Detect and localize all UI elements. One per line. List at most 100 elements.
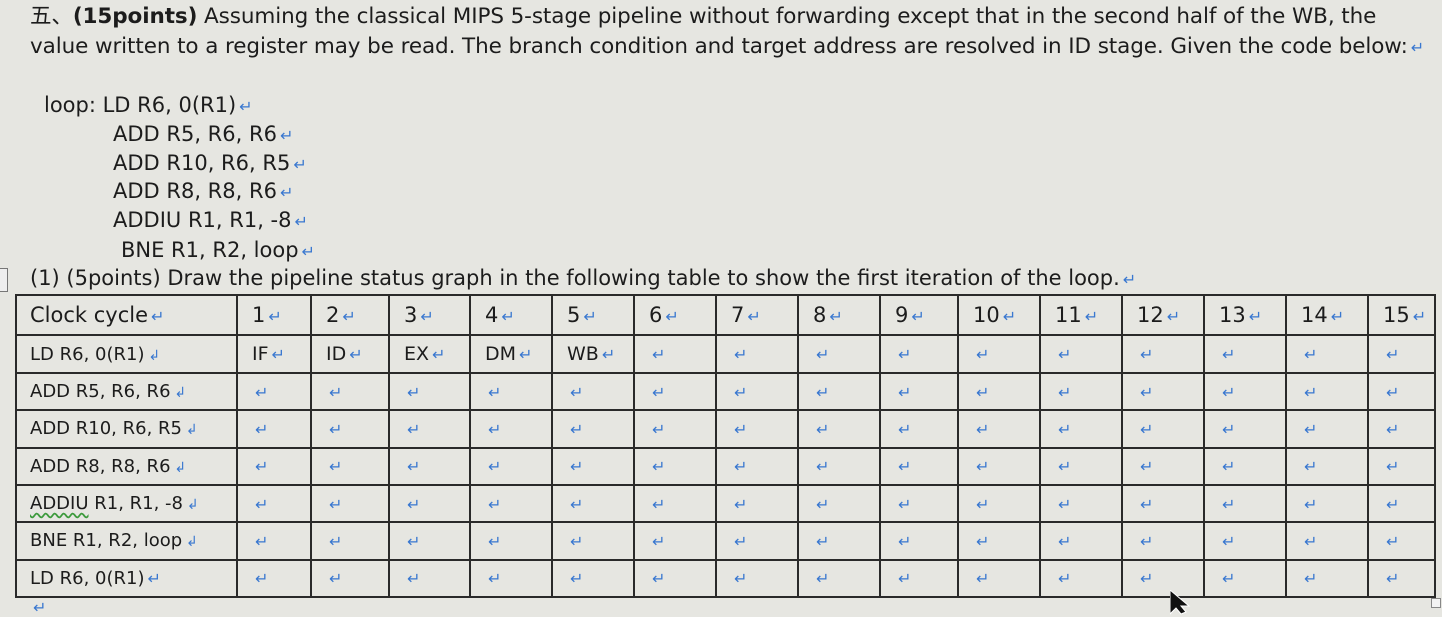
cycle-header-cell[interactable]: 4 ↵ [469,293,553,337]
pipeline-cell[interactable]: ↵ [1367,371,1436,412]
pipeline-cell[interactable]: ↵ [633,409,717,449]
pipeline-cell[interactable]: ↵ [957,371,1041,412]
pipeline-cell[interactable]: ↵ [957,483,1041,524]
pipeline-cell[interactable]: ↵ [1285,521,1369,561]
instruction-label-cell[interactable]: ADDIU R1, R1, -8 ↲ [15,483,238,524]
pipeline-cell[interactable]: ↵ [469,483,553,524]
pipeline-cell[interactable]: ↵ [236,521,312,561]
pipeline-cell[interactable]: ↵ [715,409,799,449]
pipeline-cell[interactable]: ↵ [797,334,881,374]
pipeline-cell[interactable]: ↵ [236,558,312,599]
pipeline-cell[interactable]: ↵ [1039,371,1123,412]
pipeline-cell[interactable]: ↵ [1039,334,1123,374]
instruction-label-cell[interactable]: ADD R8, R8, R6 ↲ [15,446,238,486]
pipeline-cell[interactable]: ↵ [551,446,635,486]
pipeline-cell[interactable]: ↵ [1203,446,1287,486]
pipeline-cell[interactable]: ↵ [551,371,635,412]
pipeline-cell[interactable]: ↵ [879,446,959,486]
pipeline-cell[interactable]: ↵ [957,334,1041,374]
pipeline-cell[interactable]: ↵ [879,334,959,374]
cycle-header-cell[interactable]: 8 ↵ [797,293,881,337]
pipeline-cell[interactable]: ↵ [715,483,799,524]
pipeline-cell[interactable]: ↵ [469,446,553,486]
pipeline-cell[interactable]: ↵ [633,558,717,599]
pipeline-cell[interactable]: ↵ [310,371,390,412]
pipeline-cell[interactable]: ↵ [1039,409,1123,449]
pipeline-cell[interactable]: DM ↵ [469,334,553,374]
pipeline-cell[interactable]: ↵ [879,483,959,524]
cycle-header-cell[interactable]: 12 ↵ [1121,293,1205,337]
pipeline-cell[interactable]: ↵ [388,521,471,561]
pipeline-cell[interactable]: ↵ [1121,334,1205,374]
pipeline-cell[interactable]: ↵ [469,409,553,449]
pipeline-cell[interactable]: ↵ [1203,558,1287,599]
cycle-header-cell[interactable]: 10 ↵ [957,293,1041,337]
pipeline-cell[interactable]: ↵ [797,371,881,412]
cycle-header-cell[interactable]: 5 ↵ [551,293,635,337]
pipeline-cell[interactable]: ↵ [1367,446,1436,486]
pipeline-cell[interactable]: ↵ [551,409,635,449]
pipeline-cell[interactable]: ↵ [310,558,390,599]
instruction-label-cell[interactable]: LD R6, 0(R1) ↵ [15,558,238,599]
pipeline-cell[interactable]: ↵ [1203,409,1287,449]
pipeline-cell[interactable]: ↵ [469,371,553,412]
pipeline-cell[interactable]: ↵ [1367,409,1436,449]
pipeline-cell[interactable]: ↵ [879,371,959,412]
pipeline-cell[interactable]: ↵ [1121,446,1205,486]
pipeline-cell[interactable]: ↵ [797,521,881,561]
cycle-header-cell[interactable]: 1 ↵ [236,293,312,337]
pipeline-cell[interactable]: ↵ [797,446,881,486]
pipeline-cell[interactable]: ↵ [633,446,717,486]
pipeline-cell[interactable]: ↵ [1121,558,1205,599]
pipeline-cell[interactable]: ↵ [797,558,881,599]
pipeline-cell[interactable]: ↵ [551,521,635,561]
pipeline-cell[interactable]: ↵ [310,483,390,524]
pipeline-cell[interactable]: ↵ [1367,558,1436,599]
pipeline-cell[interactable]: ↵ [1039,558,1123,599]
pipeline-cell[interactable]: ↵ [551,483,635,524]
pipeline-cell[interactable]: ↵ [1121,521,1205,561]
pipeline-cell[interactable]: ↵ [388,483,471,524]
pipeline-cell[interactable]: ↵ [310,409,390,449]
pipeline-cell[interactable]: ↵ [633,334,717,374]
cycle-header-cell[interactable]: 6 ↵ [633,293,717,337]
pipeline-cell[interactable]: ↵ [715,558,799,599]
pipeline-cell[interactable]: ↵ [957,409,1041,449]
instruction-label-cell[interactable]: ADD R5, R6, R6 ↲ [15,371,238,412]
pipeline-cell[interactable]: ↵ [1039,521,1123,561]
pipeline-cell[interactable]: ↵ [1121,371,1205,412]
cycle-header-cell[interactable]: 15 ↵ [1367,293,1436,337]
pipeline-cell[interactable]: ↵ [797,409,881,449]
pipeline-cell[interactable]: ↵ [236,483,312,524]
cycle-header-cell[interactable]: 13 ↵ [1203,293,1287,337]
pipeline-cell[interactable]: ↵ [1367,334,1436,374]
pipeline-cell[interactable]: ↵ [957,558,1041,599]
pipeline-cell[interactable]: ↵ [310,521,390,561]
pipeline-cell[interactable]: ↵ [1285,334,1369,374]
pipeline-cell[interactable]: ↵ [957,446,1041,486]
pipeline-cell[interactable]: ↵ [1203,371,1287,412]
pipeline-cell[interactable]: ↵ [469,558,553,599]
table-resize-handle[interactable] [1431,598,1441,608]
pipeline-cell[interactable]: ↵ [633,521,717,561]
pipeline-cell[interactable]: ↵ [1285,558,1369,599]
pipeline-cell[interactable]: ↵ [1203,521,1287,561]
pipeline-cell[interactable]: ↵ [633,483,717,524]
pipeline-cell[interactable]: ↵ [388,558,471,599]
pipeline-cell[interactable]: ↵ [236,409,312,449]
instruction-label-cell[interactable]: ADD R10, R6, R5 ↲ [15,409,238,449]
pipeline-cell[interactable]: ↵ [879,558,959,599]
pipeline-cell[interactable]: EX ↵ [388,334,471,374]
cycle-header-cell[interactable]: 2 ↵ [310,293,390,337]
pipeline-cell[interactable]: ↵ [633,371,717,412]
pipeline-cell[interactable]: ID ↵ [310,334,390,374]
pipeline-cell[interactable]: ↵ [1285,483,1369,524]
instruction-label-cell[interactable]: LD R6, 0(R1) ↲ [15,334,238,374]
pipeline-cell[interactable]: ↵ [388,371,471,412]
cycle-header-cell[interactable]: 3 ↵ [388,293,471,337]
pipeline-cell[interactable]: ↵ [236,446,312,486]
table-move-handle[interactable] [0,268,8,292]
pipeline-cell[interactable]: ↵ [236,371,312,412]
pipeline-cell[interactable]: IF ↵ [236,334,312,374]
cycle-header-cell[interactable]: 7 ↵ [715,293,799,337]
